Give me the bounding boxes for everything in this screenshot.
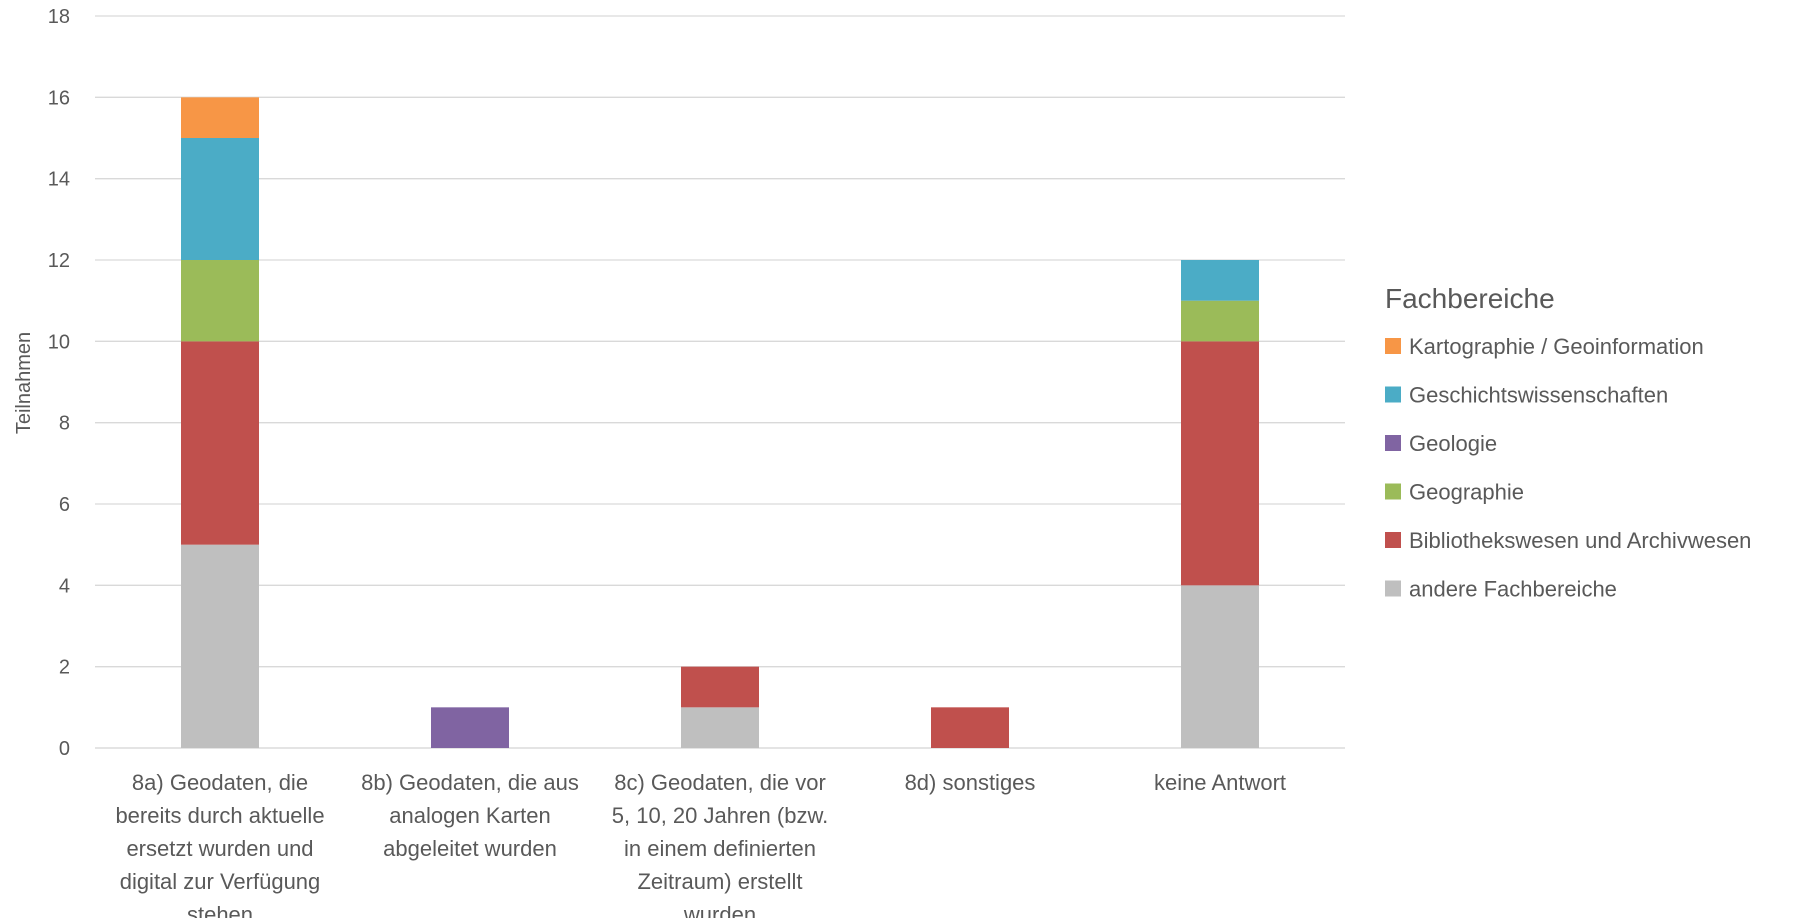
x-category-label: 8d) sonstiges <box>905 770 1036 795</box>
bar-segment <box>181 97 259 138</box>
y-tick-label: 14 <box>48 169 70 191</box>
legend-swatch <box>1385 386 1401 403</box>
x-category-label: ersetzt wurden und <box>126 836 313 861</box>
x-category-label: in einem definierten <box>624 836 816 861</box>
legend-swatch <box>1385 435 1401 451</box>
legend-swatch <box>1385 580 1401 597</box>
bar-segment <box>181 260 259 342</box>
x-category-label: abgeleitet wurden <box>383 836 557 861</box>
x-category-label: wurden <box>683 902 756 918</box>
bar-segment <box>1181 585 1259 748</box>
x-category-label: digital zur Verfügung <box>120 869 321 894</box>
y-tick-label: 6 <box>59 494 70 516</box>
bar-segment <box>931 707 1009 748</box>
legend-swatch <box>1385 338 1401 354</box>
x-category-label: 5, 10, 20 Jahren (bzw. <box>612 803 828 828</box>
legend-swatch <box>1385 532 1401 548</box>
x-category-label: bereits durch aktuelle <box>115 803 324 828</box>
bar-segment <box>181 138 259 260</box>
x-category-label: Zeitraum) erstellt <box>637 869 802 894</box>
x-category-label: 8b) Geodaten, die aus <box>361 770 579 795</box>
x-category-label: 8c) Geodaten, die vor <box>614 770 826 795</box>
bar-segment <box>1181 341 1259 586</box>
y-tick-label: 2 <box>59 657 70 679</box>
legend-title: Fachbereiche <box>1385 283 1555 314</box>
bar-segment <box>431 707 509 748</box>
bar-segment <box>681 666 759 708</box>
bar-segment <box>181 341 259 545</box>
bar-segment <box>1181 260 1259 301</box>
y-tick-label: 18 <box>48 6 70 28</box>
x-category-label: analogen Karten <box>389 803 550 828</box>
legend-label: Geschichtswissenschaften <box>1409 383 1668 408</box>
legend: Fachbereiche Kartographie / Geoinformati… <box>1385 283 1751 602</box>
gridlines <box>95 15 1345 749</box>
y-tick-label: 16 <box>48 87 70 109</box>
y-tick-label: 8 <box>59 413 70 435</box>
y-tick-label: 0 <box>59 738 70 760</box>
y-axis-ticks: 0 2 4 6 8 10 12 14 16 18 <box>48 6 70 760</box>
x-category-label: 8a) Geodaten, die <box>132 770 308 795</box>
y-tick-label: 4 <box>59 575 70 597</box>
x-category-label: keine Antwort <box>1154 770 1286 795</box>
legend-swatch <box>1385 483 1401 500</box>
legend-label: Kartographie / Geoinformation <box>1409 334 1704 359</box>
legend-label: Bibliothekswesen und Archivwesen <box>1409 528 1751 553</box>
y-axis-title: Teilnahmen <box>13 332 35 434</box>
bar-segment <box>681 707 759 748</box>
x-category-label: stehen <box>187 902 253 918</box>
bar-segment <box>1181 300 1259 342</box>
bars <box>181 97 1259 748</box>
legend-label: andere Fachbereiche <box>1409 577 1617 602</box>
x-axis-labels: 8a) Geodaten, die bereits durch aktuelle e… <box>115 770 1286 918</box>
legend-label: Geologie <box>1409 431 1497 456</box>
legend-label: Geographie <box>1409 480 1524 505</box>
y-tick-label: 12 <box>48 250 70 272</box>
y-tick-label: 10 <box>48 331 70 353</box>
bar-segment <box>181 544 259 748</box>
